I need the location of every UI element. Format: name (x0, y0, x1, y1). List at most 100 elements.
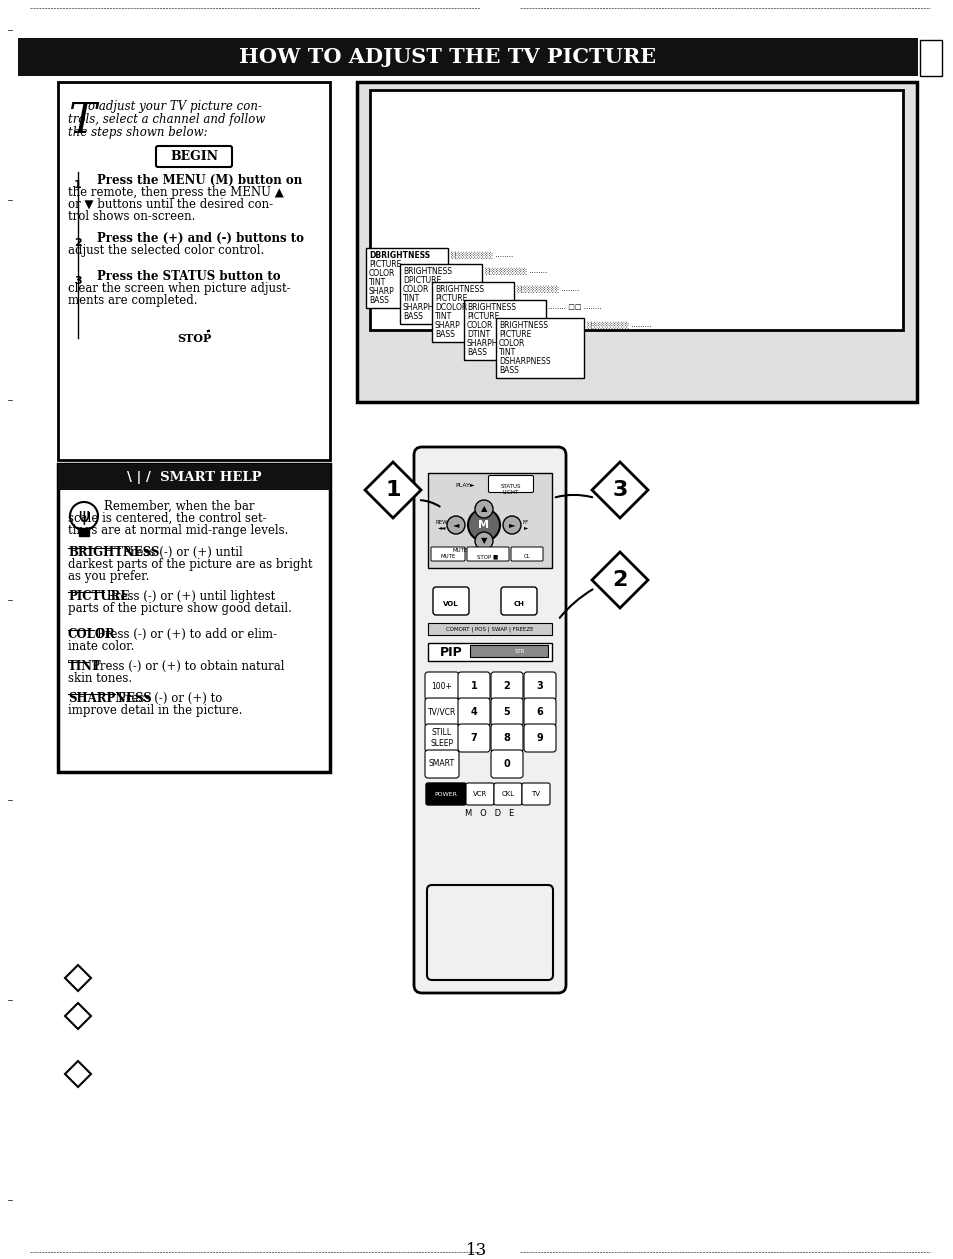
Text: BASS: BASS (369, 296, 389, 305)
FancyBboxPatch shape (500, 587, 537, 614)
Text: BRIGHTNESS: BRIGHTNESS (402, 267, 452, 276)
Text: PICTURE: PICTURE (467, 312, 498, 321)
Bar (428, 473, 552, 568)
Polygon shape (365, 462, 420, 517)
Text: POWER: POWER (435, 792, 456, 797)
Text: ........ □□ ........: ........ □□ ........ (547, 303, 601, 310)
Text: VOL: VOL (443, 601, 458, 607)
Polygon shape (592, 551, 647, 608)
Bar (496, 319, 583, 378)
Text: ░░░░░░░░ ........: ░░░░░░░░ ........ (483, 268, 547, 276)
Text: COMORT | POS | SWAP | FREEZE: COMORT | POS | SWAP | FREEZE (446, 626, 533, 632)
Text: CL: CL (523, 554, 530, 559)
Text: 7: 7 (470, 733, 476, 743)
Bar (428, 643, 552, 661)
Text: COLOR: COLOR (68, 628, 115, 641)
Text: SHARP: SHARP (369, 287, 395, 296)
FancyBboxPatch shape (511, 546, 542, 562)
Text: PICTURE: PICTURE (498, 330, 531, 339)
Text: 6: 6 (536, 708, 543, 716)
Text: TV: TV (531, 791, 540, 797)
Text: 13: 13 (466, 1241, 487, 1259)
Text: ◄: ◄ (453, 520, 458, 530)
Text: DPICTURE: DPICTURE (402, 276, 441, 285)
Bar (370, 89, 902, 330)
Polygon shape (592, 462, 647, 517)
Text: COLOR: COLOR (402, 285, 429, 295)
Text: o adjust your TV picture con-: o adjust your TV picture con- (88, 99, 262, 113)
Text: 2: 2 (503, 681, 510, 691)
Text: TINT: TINT (498, 347, 516, 358)
FancyBboxPatch shape (424, 672, 458, 700)
Text: CKL: CKL (501, 791, 514, 797)
Bar (463, 300, 545, 360)
FancyBboxPatch shape (488, 476, 533, 492)
Text: scale is centered, the control set-: scale is centered, the control set- (68, 512, 266, 525)
FancyBboxPatch shape (494, 783, 521, 805)
Text: 3: 3 (612, 480, 627, 500)
FancyBboxPatch shape (424, 750, 458, 778)
Text: Press (-) or (+) until lightest: Press (-) or (+) until lightest (108, 590, 275, 603)
Text: PICTURE: PICTURE (369, 261, 401, 269)
Circle shape (70, 502, 98, 530)
Text: 8: 8 (503, 733, 510, 743)
Text: COLOR: COLOR (498, 339, 525, 347)
Text: TINT: TINT (435, 312, 452, 321)
Text: as you prefer.: as you prefer. (68, 570, 150, 583)
Text: STOP ■: STOP ■ (476, 554, 498, 559)
FancyBboxPatch shape (491, 724, 522, 752)
FancyBboxPatch shape (523, 697, 556, 726)
FancyBboxPatch shape (457, 724, 490, 752)
Text: DTINT: DTINT (467, 330, 490, 339)
Text: STR: STR (515, 648, 525, 653)
Text: Press the MENU (M) button on: Press the MENU (M) button on (97, 174, 302, 188)
Text: BASS: BASS (402, 312, 422, 321)
Text: 1: 1 (385, 480, 400, 500)
Text: PLAY►: PLAY► (455, 483, 475, 488)
Text: MUTE: MUTE (440, 554, 456, 559)
FancyBboxPatch shape (465, 783, 494, 805)
Text: BASS: BASS (498, 366, 518, 375)
Text: MUTE: MUTE (452, 548, 467, 553)
Text: T: T (68, 99, 95, 142)
Text: ░░░░░░░░ ........: ░░░░░░░░ ........ (450, 252, 513, 259)
Text: 3: 3 (536, 681, 543, 691)
Circle shape (502, 516, 520, 534)
Text: BRIGHTNESS: BRIGHTNESS (498, 321, 547, 330)
Text: CH: CH (513, 601, 524, 607)
Text: SHARPH: SHARPH (402, 303, 434, 312)
Text: 1: 1 (74, 180, 82, 190)
Bar (919, 40, 941, 76)
Text: Press the (+) and (-) buttons to: Press the (+) and (-) buttons to (97, 232, 304, 246)
Text: TV/VCR: TV/VCR (427, 708, 456, 716)
Text: REW
◄◄: REW ◄◄ (436, 520, 448, 530)
Text: Press (-) or (+) to obtain natural: Press (-) or (+) to obtain natural (91, 660, 284, 674)
Text: BRIGHTNESS: BRIGHTNESS (68, 546, 159, 559)
Text: BASS: BASS (435, 330, 455, 339)
Bar (58, 465, 330, 772)
Text: 0: 0 (503, 759, 510, 769)
FancyBboxPatch shape (156, 146, 232, 167)
Text: M: M (478, 520, 489, 530)
Bar (356, 82, 916, 402)
Text: skin tones.: skin tones. (68, 672, 132, 685)
Polygon shape (65, 1003, 91, 1029)
Text: COLOR: COLOR (369, 269, 395, 278)
FancyBboxPatch shape (424, 697, 458, 726)
Text: ments are completed.: ments are completed. (68, 295, 197, 307)
Text: DCOLOR: DCOLOR (435, 303, 467, 312)
Polygon shape (65, 964, 91, 991)
Text: ψ: ψ (78, 507, 90, 525)
FancyBboxPatch shape (523, 672, 556, 700)
Text: Press (-) or (+) to add or elim-: Press (-) or (+) to add or elim- (97, 628, 276, 641)
Text: STILL
SLEEP: STILL SLEEP (430, 728, 453, 748)
Text: BRIGHTNESS: BRIGHTNESS (435, 285, 483, 295)
Text: ░░░░░░░░ .........: ░░░░░░░░ ......... (585, 322, 651, 329)
FancyBboxPatch shape (521, 783, 550, 805)
Text: adjust the selected color control.: adjust the selected color control. (68, 244, 264, 257)
Circle shape (468, 509, 499, 541)
Text: Press the STATUS button to: Press the STATUS button to (97, 269, 280, 283)
Text: COLOR: COLOR (467, 321, 493, 330)
Text: BEGIN: BEGIN (170, 150, 218, 162)
Bar (18, 38, 917, 76)
